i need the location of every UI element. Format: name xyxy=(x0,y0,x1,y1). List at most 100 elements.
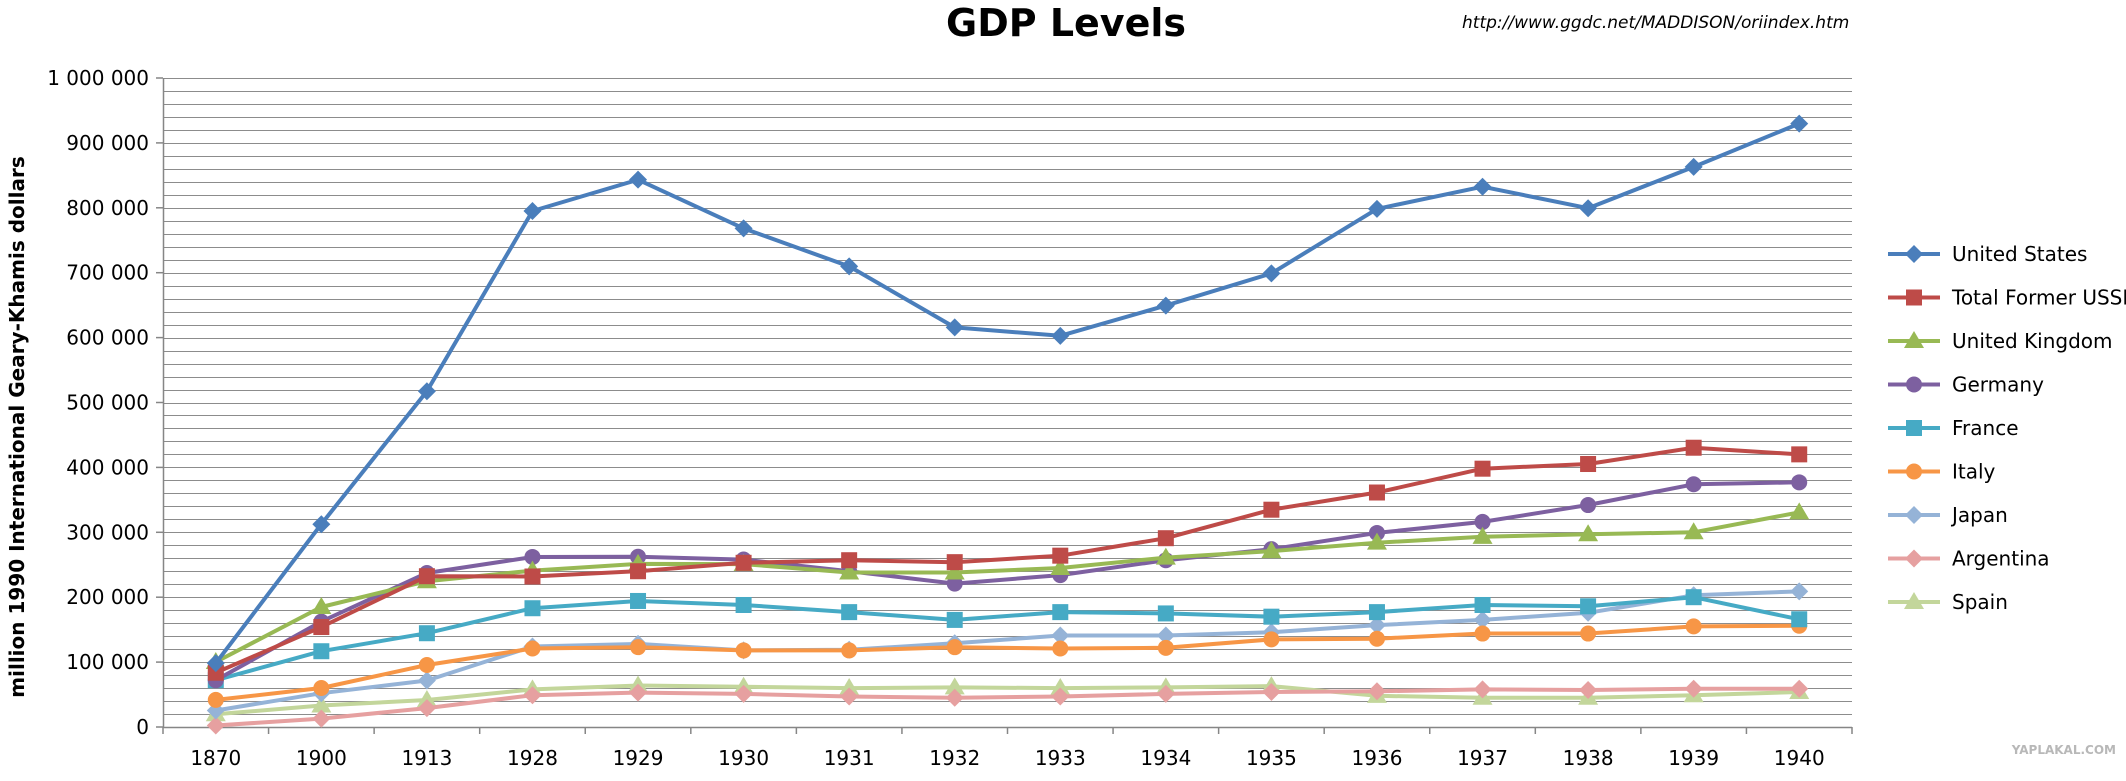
legend-marker xyxy=(1906,376,1922,393)
y-tick-label: 700 000 xyxy=(66,261,149,285)
legend-label: Total Former USSR xyxy=(1951,286,2126,310)
data-point-argentina xyxy=(523,686,542,705)
data-point-total-former-ussr xyxy=(1157,530,1174,547)
data-point-germany xyxy=(1791,474,1808,491)
data-point-united-states xyxy=(629,170,648,189)
data-point-japan xyxy=(417,671,436,690)
x-tick-label: 1940 xyxy=(1774,746,1825,770)
source-url: http://www.ggdc.net/MADDISON/oriindex.ht… xyxy=(1462,13,1849,33)
data-point-united-states xyxy=(945,318,964,337)
data-point-total-former-ussr xyxy=(735,554,752,571)
data-point-spain xyxy=(1050,678,1071,696)
data-point-argentina xyxy=(945,688,964,707)
data-point-united-states xyxy=(1262,264,1281,283)
legend-label: Argentina xyxy=(1952,547,2050,571)
data-point-total-former-ussr xyxy=(1263,501,1280,518)
x-tick-label: 1938 xyxy=(1563,746,1614,770)
legend-marker xyxy=(1906,463,1922,480)
data-point-total-former-ussr xyxy=(1580,456,1597,473)
legend-label: Japan xyxy=(1950,503,2008,527)
x-tick-label: 1913 xyxy=(401,746,452,770)
data-point-united-kingdom xyxy=(839,562,860,580)
series-line-spain xyxy=(215,683,1800,717)
data-point-spain xyxy=(944,677,965,695)
legend-item-japan: Japan xyxy=(1888,503,2008,527)
series-line-united-states xyxy=(214,121,1800,665)
data-point-total-former-ussr xyxy=(630,563,647,580)
data-point-italy xyxy=(1052,640,1069,657)
x-tick-label: 1931 xyxy=(824,746,875,770)
x-tick-label: 1933 xyxy=(1035,746,1086,770)
data-point-italy xyxy=(1474,625,1491,642)
legend-label: Italy xyxy=(1952,460,1996,484)
data-point-japan xyxy=(1051,626,1070,645)
data-point-italy xyxy=(524,640,541,657)
data-point-germany xyxy=(1580,497,1597,514)
data-point-argentina xyxy=(206,716,225,735)
data-point-united-states xyxy=(1367,199,1386,218)
data-point-argentina xyxy=(629,683,648,702)
legend-marker xyxy=(1905,245,1923,263)
data-point-united-kingdom xyxy=(1578,524,1599,542)
data-point-italy xyxy=(946,639,963,656)
data-point-total-former-ussr xyxy=(1052,547,1069,564)
legend-marker xyxy=(1905,506,1923,524)
data-point-united-states xyxy=(417,382,436,401)
legend-marker xyxy=(1904,592,1924,609)
data-point-united-states xyxy=(1684,157,1703,176)
series-line-italy xyxy=(215,623,1800,702)
series-line-germany xyxy=(214,480,1800,682)
y-tick-label: 300 000 xyxy=(66,520,149,544)
legend-marker xyxy=(1906,420,1922,436)
data-point-total-former-ussr xyxy=(946,554,963,571)
data-point-united-states xyxy=(734,219,753,238)
data-point-italy xyxy=(1263,631,1280,648)
data-point-italy xyxy=(630,639,647,656)
data-point-italy xyxy=(207,691,224,708)
series-united-states xyxy=(206,114,1809,673)
legend: United States Total Former USSR United Kin… xyxy=(1888,242,2126,614)
data-point-argentina xyxy=(1051,687,1070,706)
data-point-japan xyxy=(1473,610,1492,629)
data-point-total-former-ussr xyxy=(1368,484,1385,501)
data-point-united-kingdom xyxy=(1472,526,1493,544)
series-united-kingdom xyxy=(205,502,1810,669)
legend-item-united-kingdom: United Kingdom xyxy=(1888,329,2113,353)
legend-item-germany: Germany xyxy=(1888,373,2044,397)
y-tick-label: 800 000 xyxy=(66,196,149,220)
data-point-italy xyxy=(1685,618,1702,635)
data-point-france xyxy=(735,596,752,613)
legend-item-total-former-ussr: Total Former USSR xyxy=(1888,286,2126,310)
y-tick-label: 200 000 xyxy=(66,585,149,609)
x-tick-label: 1939 xyxy=(1668,746,1719,770)
data-point-total-former-ussr xyxy=(418,568,435,585)
legend-label: Spain xyxy=(1952,590,2008,614)
data-point-japan xyxy=(1156,626,1175,645)
data-point-united-kingdom xyxy=(1261,541,1282,559)
data-point-total-former-ussr xyxy=(1474,460,1491,477)
data-point-italy xyxy=(1368,630,1385,647)
data-point-italy xyxy=(735,642,752,659)
data-point-japan xyxy=(1367,616,1386,635)
legend-item-united-states: United States xyxy=(1888,242,2087,266)
data-point-united-states xyxy=(1051,326,1070,345)
y-tick-label: 1 000 000 xyxy=(47,66,149,90)
data-point-france xyxy=(418,625,435,642)
x-tick-label: 1937 xyxy=(1457,746,1508,770)
data-point-united-kingdom xyxy=(1789,502,1810,520)
data-point-united-states xyxy=(840,257,859,276)
x-tick-label: 1929 xyxy=(613,746,664,770)
x-tick-label: 1928 xyxy=(507,746,558,770)
data-point-france xyxy=(1580,598,1597,615)
data-point-italy xyxy=(841,642,858,659)
data-point-italy xyxy=(418,657,435,674)
series-line-total-former-ussr xyxy=(215,445,1800,675)
data-point-united-states xyxy=(1790,114,1809,133)
data-point-united-kingdom xyxy=(1683,522,1704,540)
x-tick-label: 1932 xyxy=(929,746,980,770)
data-point-total-former-ussr xyxy=(1791,446,1808,463)
data-point-united-states xyxy=(1156,296,1175,315)
data-point-argentina xyxy=(1579,681,1598,700)
legend-label: United States xyxy=(1952,242,2087,266)
